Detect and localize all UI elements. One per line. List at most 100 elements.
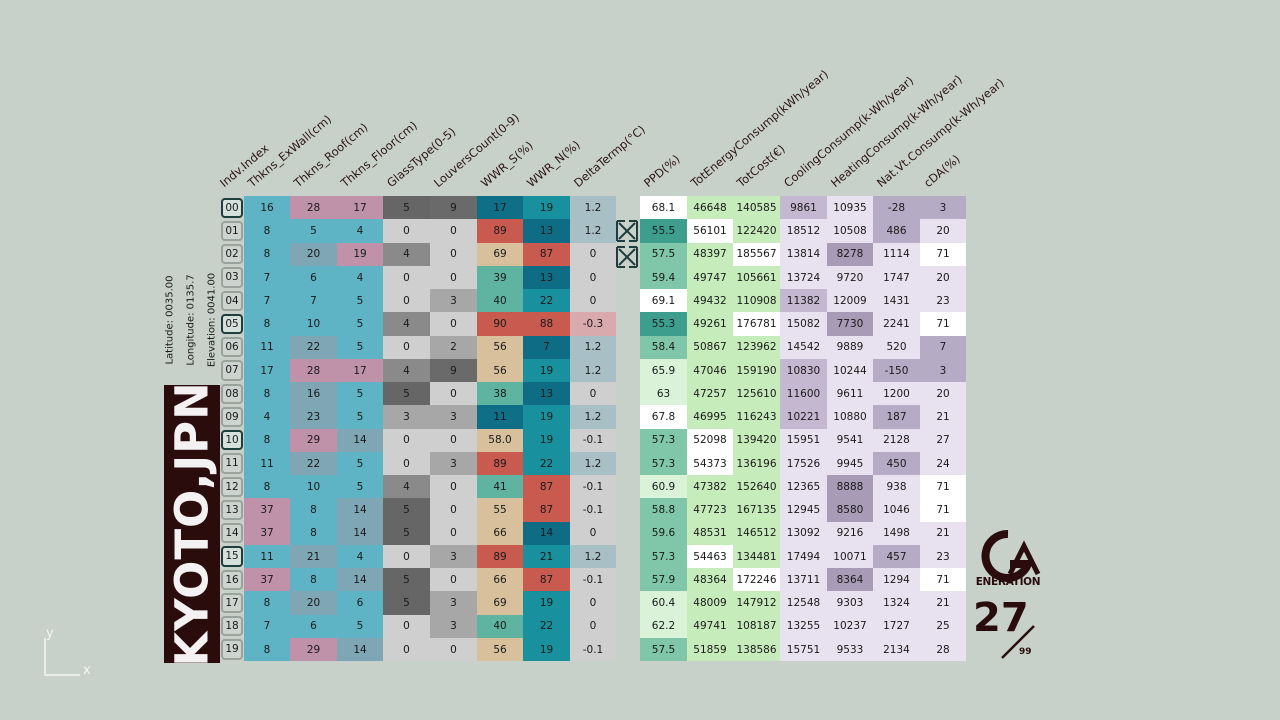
row-index-17: 17 xyxy=(221,592,243,613)
cell-coolingconsump: 12365 xyxy=(780,475,827,499)
cell-cda: 20 xyxy=(920,382,966,406)
row-index-11: 11 xyxy=(221,453,243,474)
cell-cda: 71 xyxy=(920,312,966,336)
row-index-06: 06 xyxy=(221,337,243,358)
cell-deltatermp: -0.1 xyxy=(570,475,616,499)
cell-totcost: 146512 xyxy=(733,521,780,546)
row-index-14: 14 xyxy=(221,523,243,544)
generation-label: ENERATION xyxy=(975,576,1041,588)
axis-y-label: y xyxy=(46,626,54,641)
cell-totenergyconsump: 49432 xyxy=(687,289,733,313)
cell-wwr-s: 66 xyxy=(477,568,523,592)
slash-icon xyxy=(1001,625,1035,659)
cell-heatingconsump: 9611 xyxy=(827,382,873,406)
row-index-03: 03 xyxy=(221,267,243,288)
cell-deltatermp: 1.2 xyxy=(570,196,616,220)
cell-totcost: 185567 xyxy=(733,242,780,267)
cell-totcost: 136196 xyxy=(733,451,780,476)
cell-thkns-floor: 5 xyxy=(337,451,383,476)
cell-totcost: 122420 xyxy=(733,219,780,243)
cell-natvt-consump: 1324 xyxy=(873,591,920,615)
cell-totenergyconsump: 49741 xyxy=(687,614,733,639)
cell-deltatermp: 0 xyxy=(570,382,616,406)
cell-coolingconsump: 9861 xyxy=(780,196,827,220)
cell-thkns-floor: 5 xyxy=(337,382,383,406)
cell-louverscount: 0 xyxy=(430,521,477,546)
cell-thkns-exwall: 4 xyxy=(244,405,290,429)
cell-coolingconsump: 11382 xyxy=(780,289,827,313)
page-title: KYOTO,JPN xyxy=(164,381,220,667)
row-index-12: 12 xyxy=(221,476,243,497)
cell-cda: 24 xyxy=(920,451,966,476)
cell-totenergyconsump: 47723 xyxy=(687,498,733,522)
cell-natvt-consump: 1498 xyxy=(873,521,920,546)
cell-thkns-floor: 17 xyxy=(337,358,383,383)
cell-deltatermp: 0 xyxy=(570,521,616,546)
cell-totcost: 123962 xyxy=(733,335,780,360)
cell-thkns-floor: 5 xyxy=(337,475,383,499)
cell-ppd: 60.4 xyxy=(640,591,687,615)
cell-wwr-s: 41 xyxy=(477,475,523,499)
cell-thkns-exwall: 7 xyxy=(244,614,290,639)
cell-wwr-n: 22 xyxy=(523,614,570,639)
cell-glasstype: 0 xyxy=(383,544,430,569)
row-index-18: 18 xyxy=(221,616,243,637)
row-index-04: 04 xyxy=(221,290,243,311)
cell-wwr-n: 13 xyxy=(523,382,570,406)
cell-heatingconsump: 9216 xyxy=(827,521,873,546)
cell-louverscount: 0 xyxy=(430,475,477,499)
cell-heatingconsump: 12009 xyxy=(827,289,873,313)
cell-ppd: 69.1 xyxy=(640,289,687,313)
cell-ppd: 65.9 xyxy=(640,358,687,383)
cell-glasstype: 0 xyxy=(383,289,430,313)
cell-totcost: 139420 xyxy=(733,428,780,453)
cell-natvt-consump: 1431 xyxy=(873,289,920,313)
cell-heatingconsump: 10071 xyxy=(827,544,873,569)
cell-totenergyconsump: 51859 xyxy=(687,637,733,662)
cell-coolingconsump: 13255 xyxy=(780,614,827,639)
generation-number: 27 xyxy=(973,595,1029,641)
cell-thkns-floor: 14 xyxy=(337,637,383,662)
cell-natvt-consump: 457 xyxy=(873,544,920,569)
row-index-15: 15 xyxy=(221,546,243,567)
cell-totcost: 140585 xyxy=(733,196,780,220)
cell-louverscount: 0 xyxy=(430,265,477,290)
cell-ppd: 63 xyxy=(640,382,687,406)
cell-thkns-exwall: 37 xyxy=(244,568,290,592)
cell-ppd: 55.3 xyxy=(640,312,687,336)
cell-natvt-consump: -150 xyxy=(873,358,920,383)
cell-natvt-consump: 1200 xyxy=(873,382,920,406)
cell-totenergyconsump: 46995 xyxy=(687,405,733,429)
cell-ppd: 58.8 xyxy=(640,498,687,522)
cell-louverscount: 3 xyxy=(430,405,477,429)
cell-louverscount: 3 xyxy=(430,544,477,569)
cell-wwr-n: 19 xyxy=(523,591,570,615)
cell-heatingconsump: 7730 xyxy=(827,312,873,336)
cell-wwr-n: 22 xyxy=(523,289,570,313)
cell-heatingconsump: 9533 xyxy=(827,637,873,662)
cell-natvt-consump: 486 xyxy=(873,219,920,243)
cell-glasstype: 0 xyxy=(383,637,430,662)
cell-heatingconsump: 8888 xyxy=(827,475,873,499)
cell-wwr-s: 89 xyxy=(477,219,523,243)
cell-thkns-exwall: 37 xyxy=(244,521,290,546)
cell-deltatermp: -0.1 xyxy=(570,498,616,522)
cell-thkns-exwall: 7 xyxy=(244,265,290,290)
cell-totcost: 176781 xyxy=(733,312,780,336)
cell-louverscount: 0 xyxy=(430,312,477,336)
cell-cda: 21 xyxy=(920,405,966,429)
cell-thkns-floor: 5 xyxy=(337,405,383,429)
row-index-09: 09 xyxy=(221,406,243,427)
cell-heatingconsump: 9541 xyxy=(827,428,873,453)
cell-totenergyconsump: 56101 xyxy=(687,219,733,243)
cell-coolingconsump: 10830 xyxy=(780,358,827,383)
generation-logo-icon xyxy=(981,529,1041,582)
cell-natvt-consump: 938 xyxy=(873,475,920,499)
cell-deltatermp: 0 xyxy=(570,265,616,290)
cell-thkns-exwall: 7 xyxy=(244,289,290,313)
cell-louverscount: 0 xyxy=(430,568,477,592)
cell-wwr-n: 22 xyxy=(523,451,570,476)
cell-coolingconsump: 11600 xyxy=(780,382,827,406)
cell-louverscount: 0 xyxy=(430,498,477,522)
cell-thkns-exwall: 8 xyxy=(244,428,290,453)
